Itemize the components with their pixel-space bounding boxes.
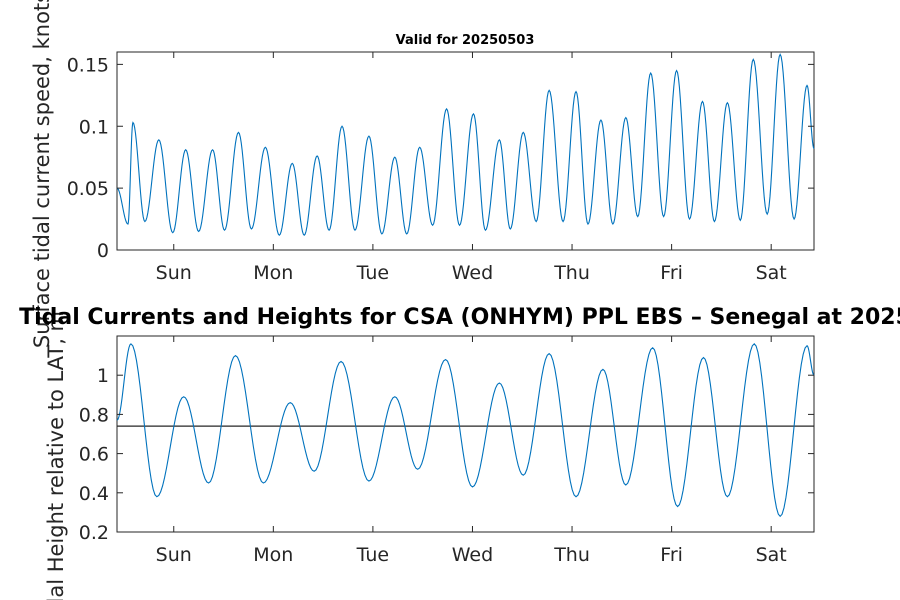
figure-title: Tidal Currents and Heights for CSA (ONHY…: [19, 305, 900, 330]
x-tick-label: Tue: [356, 544, 389, 566]
x-tick-label: Sat: [756, 262, 787, 284]
tidal-height-series: [116, 343, 815, 518]
height-line: [116, 343, 815, 518]
tidal-height-chart: 0.2 0.4 0.6 0.8 1 Sun Mon Tue Wed Thu Fri Sat Tida…: [19, 305, 900, 600]
y-tick-label: 0: [97, 240, 109, 262]
x-tick-label: Fri: [660, 544, 683, 566]
y-tick-label: 1: [97, 365, 109, 387]
y-tick-label: 0.1: [79, 116, 109, 138]
current-y-axis-ticks: 0 0.05 0.1 0.15: [67, 54, 814, 262]
y-tick-label: 0.2: [79, 522, 109, 544]
height-plot-area: [116, 335, 815, 533]
current-plot-area: [116, 51, 815, 251]
x-tick-label: Sun: [156, 262, 192, 284]
y-tick-label: 0.6: [79, 444, 109, 466]
x-tick-label: Mon: [253, 262, 293, 284]
x-tick-label: Sun: [156, 544, 192, 566]
current-line: [116, 53, 815, 236]
y-tick-label: 0.05: [67, 178, 109, 200]
x-tick-label: Fri: [660, 262, 683, 284]
current-y-axis-label: Surface tidal current speed, knots: [30, 0, 54, 348]
y-tick-label: 0.15: [67, 54, 109, 76]
x-tick-label: Wed: [452, 262, 493, 284]
current-speed-chart: Valid for 20250503 0 0.05 0.1 0.15 Sun Mon Tu…: [30, 0, 815, 348]
height-y-axis-label: Tidal Height relative to LAT, m: [44, 311, 68, 600]
x-tick-label: Wed: [452, 544, 493, 566]
current-x-axis-ticks: Sun Mon Tue Wed Thu Fri Sat: [156, 52, 787, 284]
x-tick-label: Tue: [356, 262, 389, 284]
x-tick-label: Mon: [253, 544, 293, 566]
y-tick-label: 0.4: [79, 483, 109, 505]
current-chart-title: Valid for 20250503: [396, 33, 535, 48]
height-x-axis-ticks: Sun Mon Tue Wed Thu Fri Sat: [156, 336, 787, 566]
x-tick-label: Thu: [553, 262, 590, 284]
current-speed-series: [116, 53, 815, 236]
height-y-axis-ticks: 0.2 0.4 0.6 0.8 1: [79, 365, 814, 544]
x-tick-label: Thu: [553, 544, 590, 566]
x-tick-label: Sat: [756, 544, 787, 566]
y-tick-label: 0.8: [79, 404, 109, 426]
